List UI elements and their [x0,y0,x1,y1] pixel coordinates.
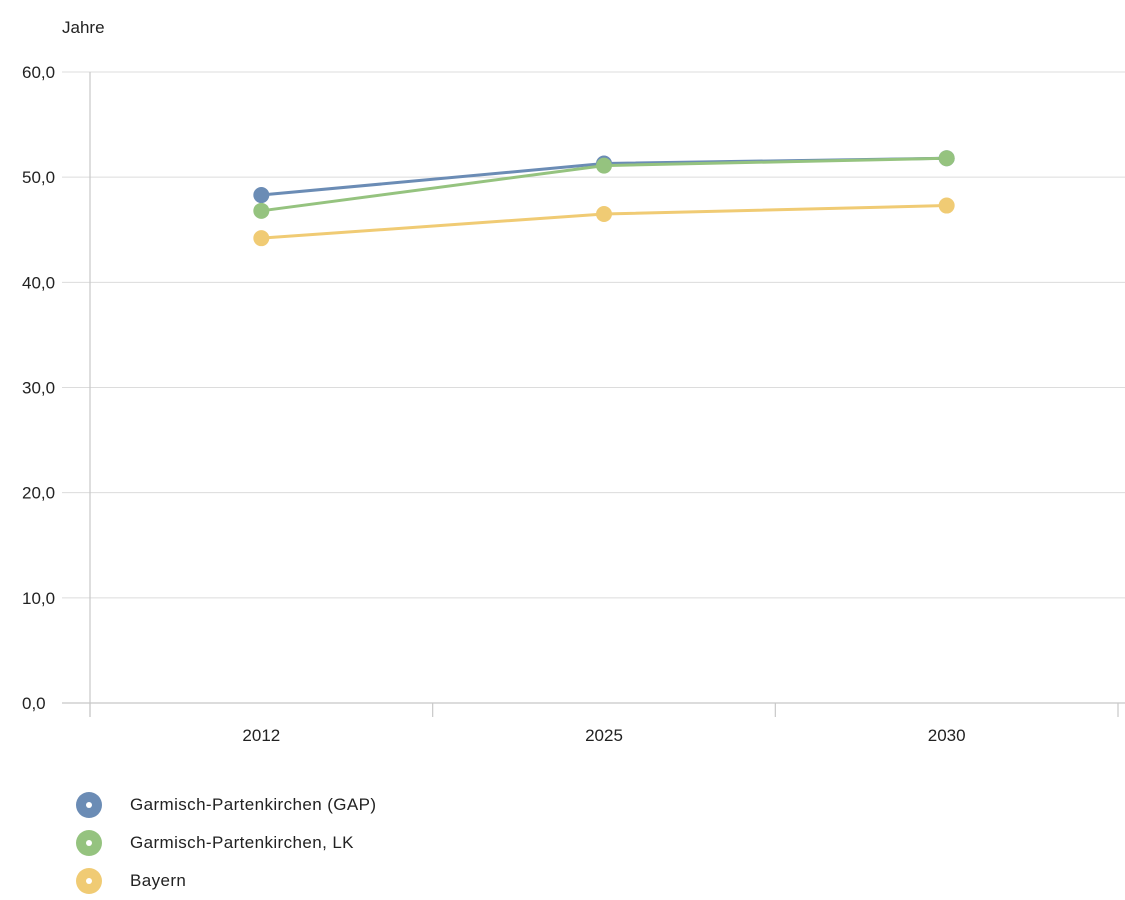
data-point [253,202,270,219]
x-tick-label: 2025 [585,726,623,745]
y-tick-label: 10,0 [22,589,55,608]
x-tick-label: 2012 [242,726,280,745]
data-point [253,187,270,204]
data-point [596,205,612,222]
legend-label: Garmisch-Partenkirchen (GAP) [130,795,377,814]
data-point [253,230,270,247]
y-axis-label: Jahre [62,18,105,37]
legend-item-bayern[interactable]: Bayern [76,862,376,900]
y-tick-label: 30,0 [22,379,55,398]
y-tick-label: 20,0 [22,484,55,503]
legend: Garmisch-Partenkirchen (GAP) Garmisch-Pa… [76,786,376,900]
data-point [596,157,612,174]
y-tick-label: 40,0 [22,273,55,292]
legend-label: Bayern [130,871,187,890]
legend-item-gap[interactable]: Garmisch-Partenkirchen (GAP) [76,786,376,824]
legend-marker-icon [76,830,102,856]
y-axis-ticks: 0,0 10,0 20,0 30,0 40,0 50,0 60,0 [22,63,55,713]
legend-marker-icon [76,792,102,818]
x-tick-label: 2030 [928,726,966,745]
legend-label: Garmisch-Partenkirchen, LK [130,833,354,852]
data-point [938,197,955,214]
legend-item-lk[interactable]: Garmisch-Partenkirchen, LK [76,824,376,862]
y-tick-label: 50,0 [22,168,55,187]
y-tick-label: 0,0 [22,694,46,713]
grid-lines [62,71,1125,704]
data-point [938,150,955,167]
x-axis: 2012 2025 2030 [62,72,1125,745]
line-chart: Jahre 0,010,020,030,040,050,060,0 2012 20… [22,18,1125,745]
y-tick-label: 60,0 [22,63,55,82]
series-group [253,150,955,247]
legend-marker-icon [76,868,102,894]
